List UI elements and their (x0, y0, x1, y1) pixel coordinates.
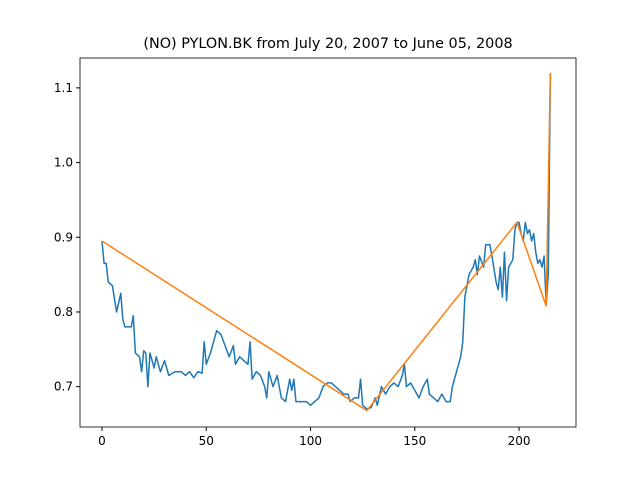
chart-title: (NO) PYLON.BK from July 20, 2007 to June… (143, 36, 512, 52)
y-tick-label: 1.1 (54, 81, 73, 95)
data-line (101, 72, 552, 412)
y-tick-label: 1.0 (54, 156, 73, 170)
plot-frame (79, 57, 577, 428)
x-tick-label: 200 (508, 434, 531, 448)
y-tick-label: 0.8 (54, 305, 73, 319)
x-tick-label: 100 (299, 434, 322, 448)
data-line (101, 72, 552, 410)
y-tick-label: 0.7 (54, 380, 73, 394)
x-tick-label: 50 (199, 434, 214, 448)
x-tick-label: 150 (403, 434, 426, 448)
x-tick-label: 0 (98, 434, 106, 448)
y-tick-label: 0.9 (54, 230, 73, 244)
